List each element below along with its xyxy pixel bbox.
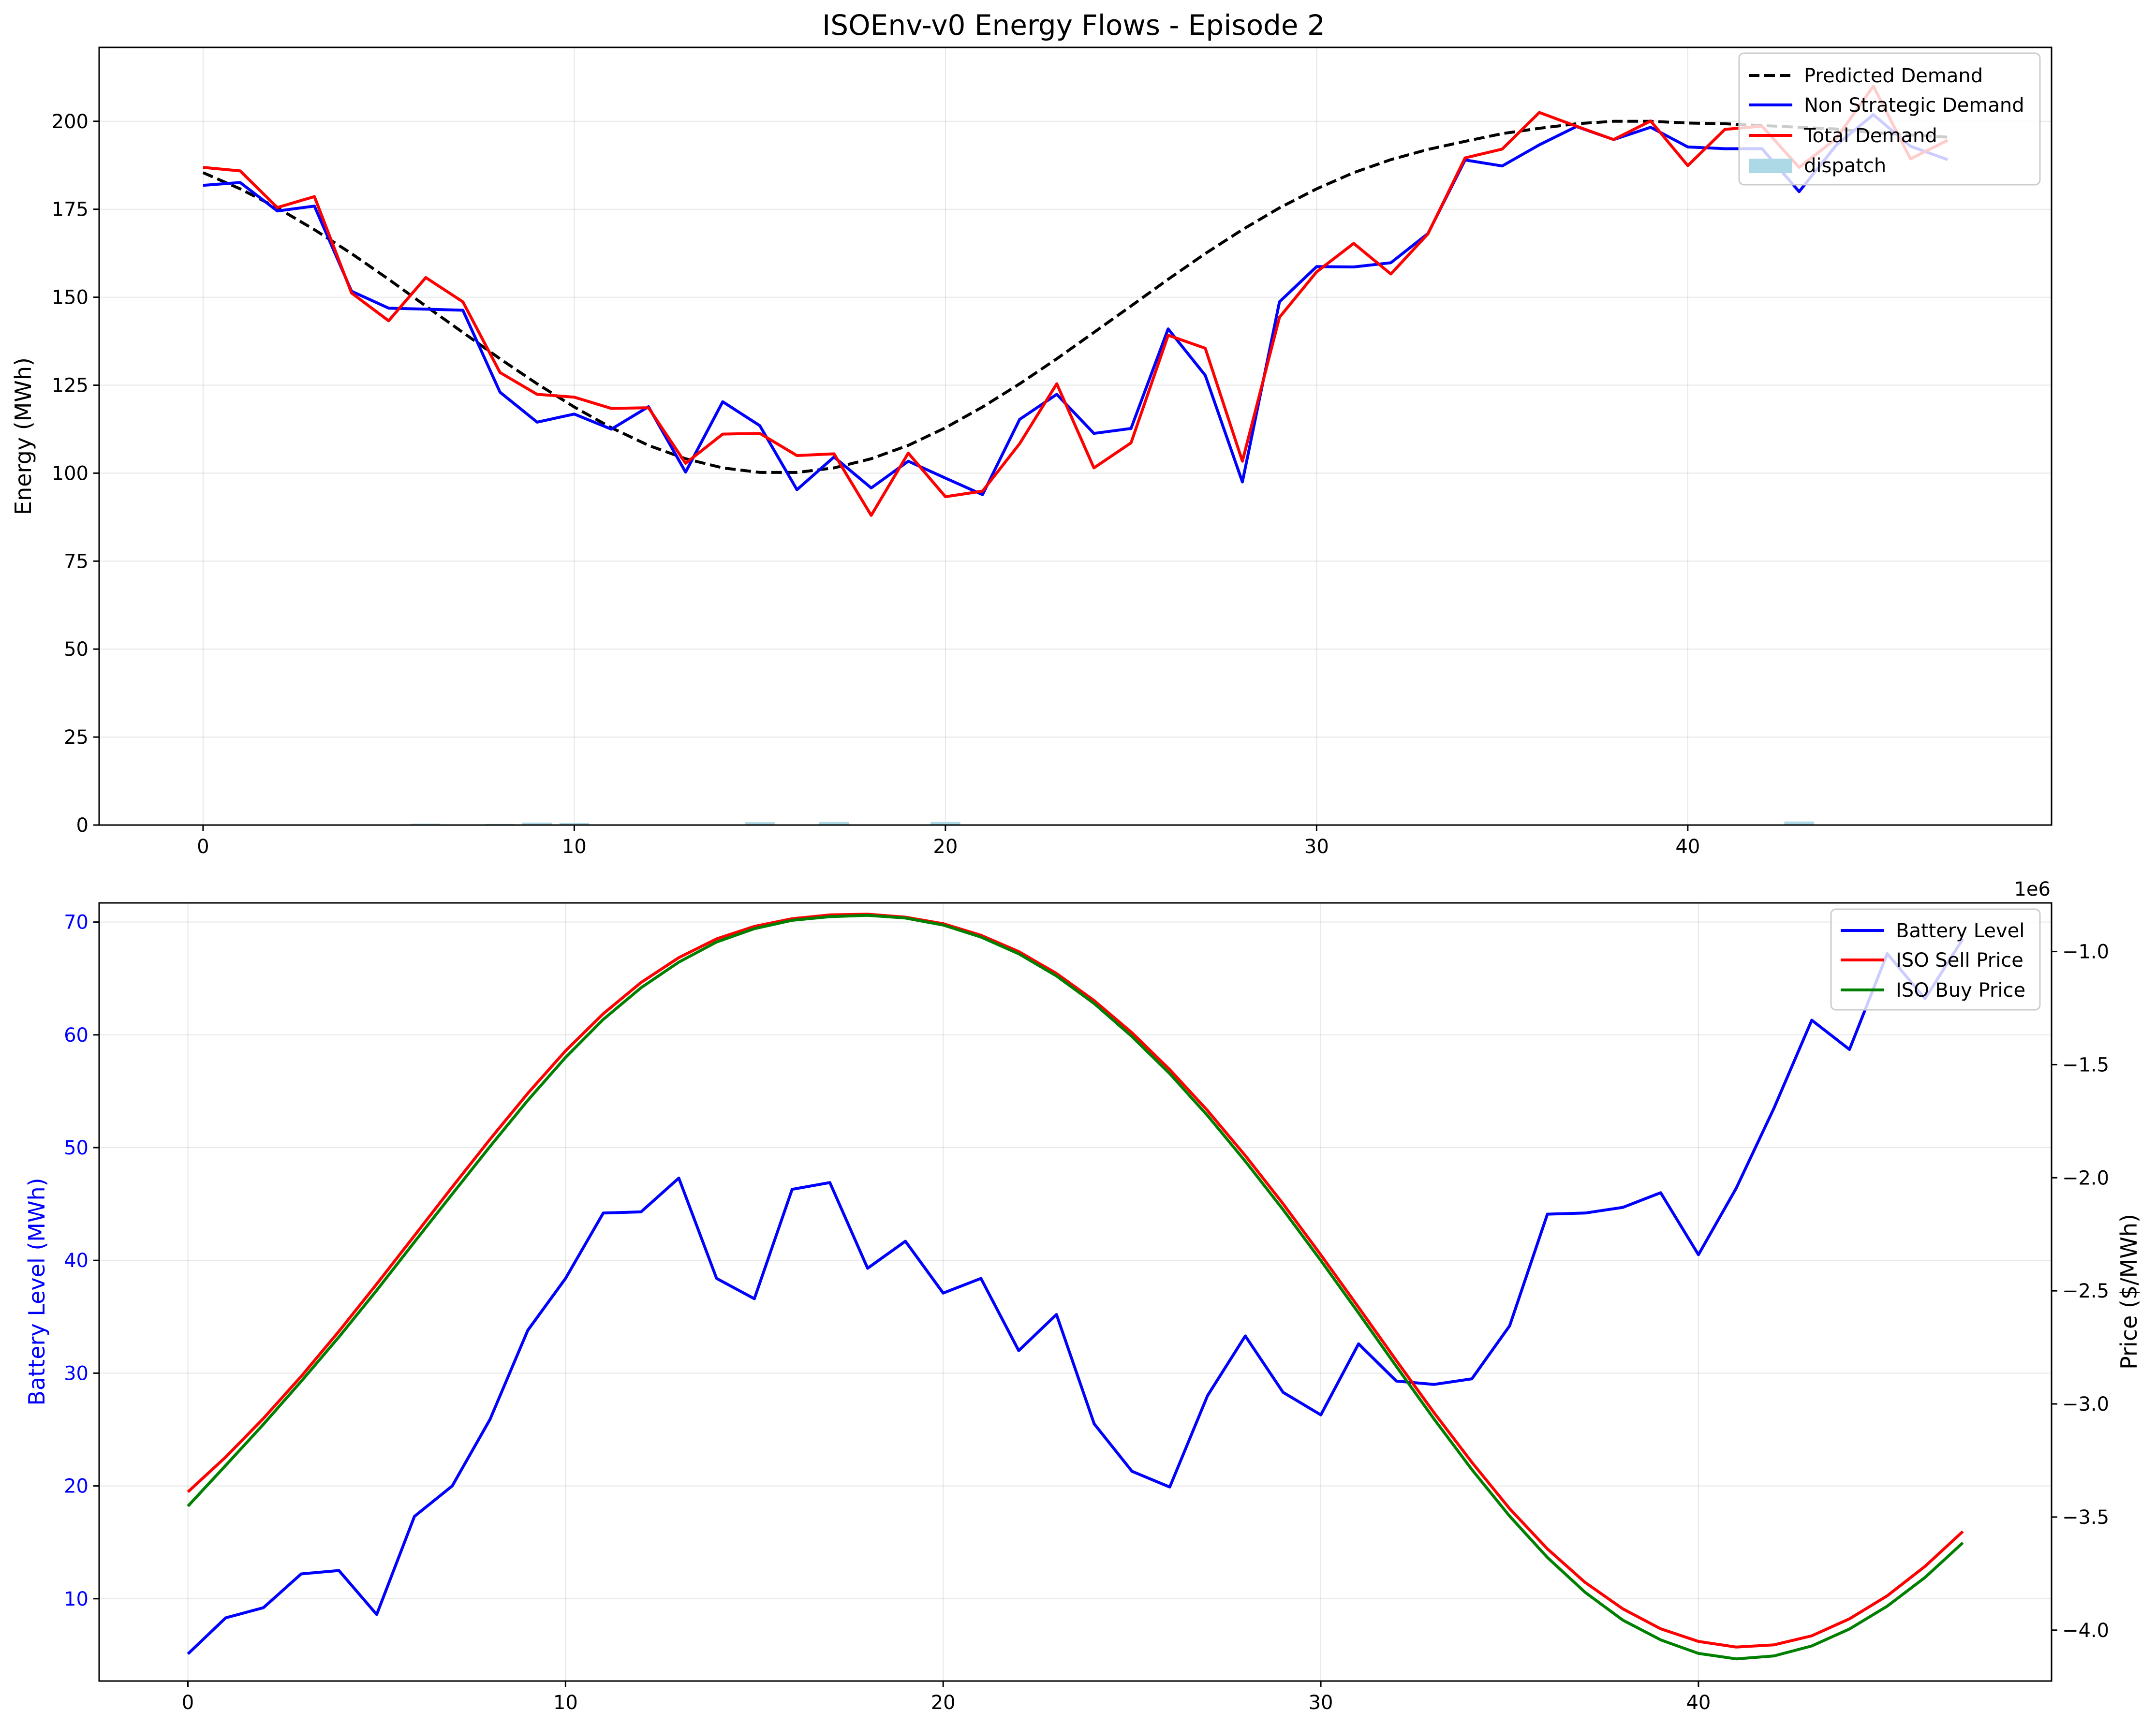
y-tick-label: 200 [52,111,89,133]
legend-label-dispatch: dispatch [1804,155,1886,177]
y-tick-label: 75 [64,550,89,573]
x-tick-label: 0 [182,1692,194,1714]
y-tick-label: 40 [64,1250,89,1272]
legend-label-predicted-demand: Predicted Demand [1804,65,1983,87]
top-legend: Predicted Demand Non Strategic Demand To… [1738,52,2041,186]
bottom-left-y-axis-ticks: 10 20 30 40 50 60 70 [64,912,99,1610]
total-demand-line [203,85,1949,517]
x-tick-label: 10 [553,1692,578,1714]
right-y-tick-label: −1.5 [2062,1054,2109,1076]
legend-swatch-dispatch [1749,159,1792,173]
legend-label-non-strategic-demand: Non Strategic Demand [1804,94,2024,117]
battery-price-panel: 0 10 20 30 40 10 20 30 40 50 60 70 −4.0 −3.5 −3.0 −2.… [24,878,2142,1714]
legend-label-total-demand: Total Demand [1803,125,1937,147]
dispatch-bar [559,823,590,825]
legend-label-iso-buy-price: ISO Buy Price [1896,979,2025,1002]
bottom-legend-box [1830,908,2041,1011]
bottom-right-y-axis-ticks: −4.0 −3.5 −3.0 −2.5 −2.0 −1.5 −1.0 [2052,941,2109,1642]
bottom-right-y-axis-label: Price ($/MWh) [2116,1214,2142,1370]
right-y-tick-label: −3.0 [2062,1393,2109,1416]
x-tick-label: 30 [1309,1692,1333,1714]
battery-level-line [187,938,1964,1655]
y-tick-label: 150 [52,287,89,309]
legend-label-iso-sell-price: ISO Sell Price [1896,949,2023,972]
bottom-left-y-axis-label: Battery Level (MWh) [24,1178,50,1405]
top-y-axis-label: Energy (MWh) [10,357,36,515]
top-series-lines [202,85,1949,517]
dispatch-bar [819,822,849,825]
right-y-tick-label: −2.0 [2062,1167,2109,1189]
iso-buy-price-line [187,914,1964,1661]
top-x-axis-ticks: 0 10 20 30 40 [197,825,1700,858]
x-tick-label: 30 [1304,836,1329,858]
y-tick-label: 25 [64,726,89,749]
y-tick-label: 60 [64,1024,89,1047]
x-tick-label: 40 [1675,836,1700,858]
y-tick-label: 30 [64,1362,89,1385]
y-tick-label: 100 [52,462,89,485]
x-tick-label: 40 [1686,1692,1711,1714]
bottom-x-axis-ticks: 0 10 20 30 40 [182,1681,1711,1714]
top-gridlines [99,47,2052,826]
right-y-tick-label: −3.5 [2062,1506,2109,1529]
top-legend-box [1738,52,2041,186]
x-tick-label: 20 [933,836,958,858]
right-y-tick-label: −2.5 [2062,1280,2109,1302]
top-chart-title: ISOEnv-v0 Energy Flows - Episode 2 [822,9,1325,42]
bottom-plot-frame [98,902,2053,1682]
x-tick-label: 10 [562,836,587,858]
x-tick-label: 0 [197,836,209,858]
bottom-legend: Battery Level ISO Sell Price ISO Buy Pri… [1830,908,2041,1011]
y-tick-label: 50 [64,1137,89,1159]
energy-flows-panel: ISOEnv-v0 Energy Flows - Episode 2 0 10 20… [10,9,2053,858]
iso-sell-price-line [187,913,1964,1649]
right-y-tick-label: −1.0 [2062,941,2109,963]
y-tick-label: 20 [64,1475,89,1498]
top-plot-frame [98,46,2053,826]
y-tick-label: 70 [64,912,89,934]
dispatch-bar [930,822,960,825]
dispatch-bar [1784,821,1814,825]
predicted-demand-line [202,119,1948,474]
y-tick-label: 125 [52,374,89,397]
y-tick-label: 0 [76,814,89,837]
legend-label-battery-level: Battery Level [1896,920,2024,942]
x-tick-label: 20 [931,1692,956,1714]
dispatch-bar [522,822,552,825]
y-tick-label: 10 [64,1588,89,1610]
y-tick-label: 175 [52,199,89,221]
dispatch-bar [745,822,775,825]
right-y-tick-label: −4.0 [2062,1620,2109,1642]
bottom-series-lines [187,913,1964,1661]
y-tick-label: 50 [64,638,89,661]
top-y-axis-ticks: 0 25 50 75 100 125 150 175 200 [52,111,99,837]
right-axis-offset-label: 1e6 [2014,878,2051,900]
